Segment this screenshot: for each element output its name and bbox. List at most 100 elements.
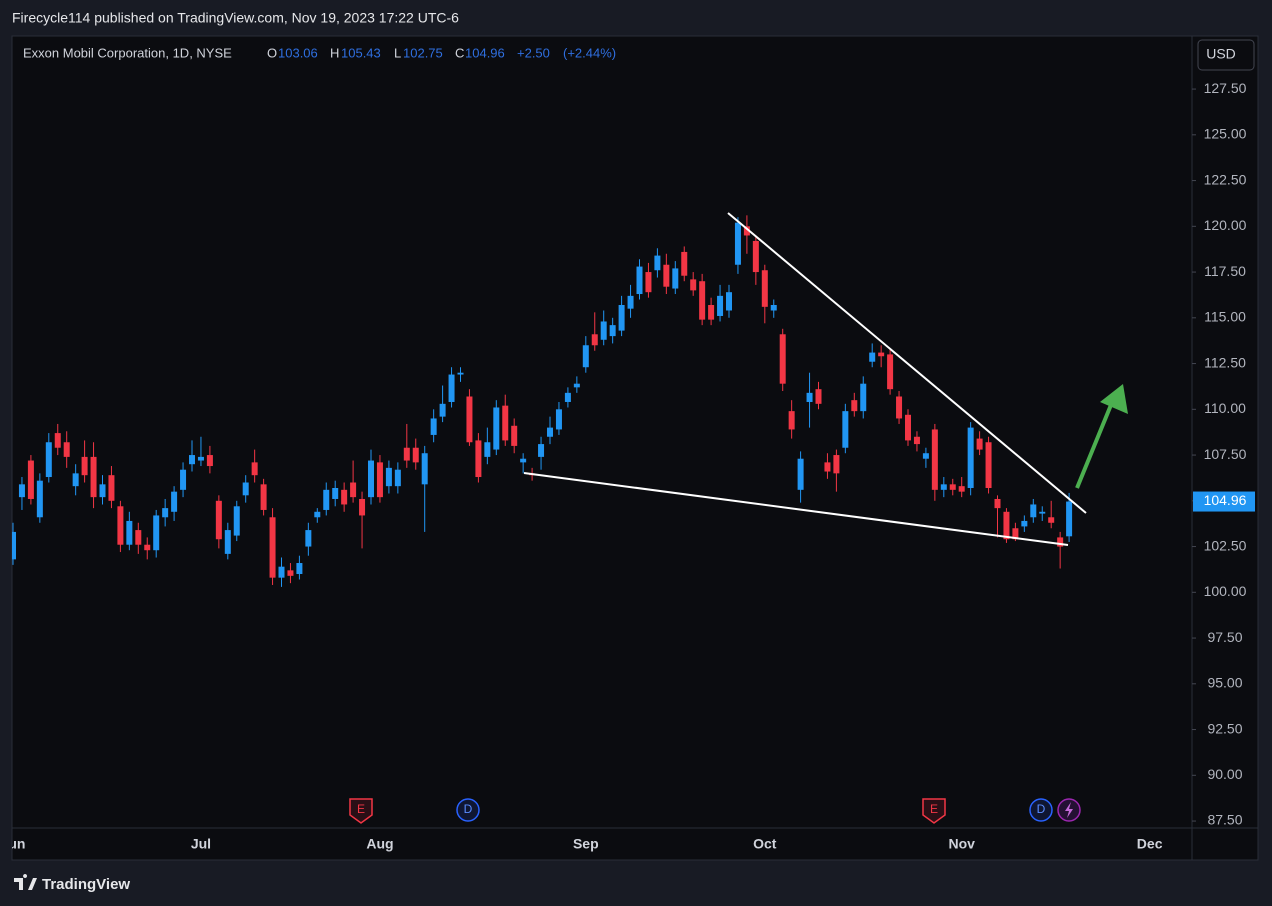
candle-body xyxy=(761,270,768,307)
y-tick-label: 120.00 xyxy=(1204,217,1247,233)
candle-body xyxy=(672,268,679,289)
x-tick-label: Jun xyxy=(1,836,26,852)
candle-body xyxy=(412,447,419,463)
legend-value: 104.96 xyxy=(465,45,505,60)
candle-body xyxy=(1057,537,1064,547)
candle-body xyxy=(797,458,804,490)
candle-body xyxy=(994,498,1001,509)
last-price-label: 104.96 xyxy=(1204,492,1247,508)
candle-body xyxy=(770,305,777,311)
event-label: D xyxy=(1037,802,1046,816)
candle-body xyxy=(976,438,983,450)
legend-value: 103.06 xyxy=(278,45,318,60)
arrow-head xyxy=(1100,384,1128,414)
trendline xyxy=(523,472,1069,546)
candle-body xyxy=(36,480,43,518)
legend-label: O xyxy=(267,45,277,60)
candle-body xyxy=(627,295,634,309)
footer: TradingView xyxy=(14,874,130,893)
legend-value: 102.75 xyxy=(403,45,443,60)
candle-body xyxy=(224,530,231,554)
y-tick-label: 102.50 xyxy=(1204,537,1247,553)
candle-body xyxy=(717,295,724,316)
symbol: Exxon Mobil Corporation, 1D, NYSE xyxy=(23,45,232,60)
x-tick-label: Aug xyxy=(366,836,393,852)
event-label: D xyxy=(464,802,473,816)
candle-body xyxy=(958,486,965,492)
candle-body xyxy=(663,264,670,287)
legend-value: 105.43 xyxy=(341,45,381,60)
candle-body xyxy=(323,489,330,510)
candle-body xyxy=(394,469,401,487)
currency-button[interactable] xyxy=(1197,39,1255,71)
candle-body xyxy=(171,491,178,512)
candle-body xyxy=(878,352,885,357)
candle-body xyxy=(869,352,876,362)
candle-body xyxy=(896,396,903,419)
legend-change: +2.50 xyxy=(517,45,550,60)
candle-body xyxy=(788,411,795,430)
candle-body xyxy=(922,453,929,459)
candle-body xyxy=(153,515,160,551)
candle-body xyxy=(538,444,545,457)
candle-body xyxy=(824,462,831,472)
candle-body xyxy=(278,566,285,578)
arrow-shaft xyxy=(1075,399,1115,489)
candle-body xyxy=(81,456,88,476)
candle-body xyxy=(591,334,598,346)
candle-body xyxy=(618,305,625,331)
candle-body xyxy=(1048,517,1055,523)
candle-body xyxy=(45,442,52,478)
candle-body xyxy=(502,405,509,441)
candle-body xyxy=(887,354,894,390)
candle-body xyxy=(251,462,258,476)
candle-body xyxy=(609,325,616,337)
candle-body xyxy=(421,453,428,485)
candle-body xyxy=(734,222,741,265)
candle-body xyxy=(350,482,357,498)
y-tick-label: 90.00 xyxy=(1207,766,1242,782)
legend-label: C xyxy=(455,45,464,60)
candle-body xyxy=(90,456,97,498)
candle-body xyxy=(645,272,652,293)
candle-body xyxy=(403,447,410,461)
drawings xyxy=(523,212,1128,546)
candle-body xyxy=(457,372,464,375)
y-tick-label: 92.50 xyxy=(1207,720,1242,736)
candle-body xyxy=(806,392,813,402)
currency[interactable]: USD xyxy=(1206,46,1236,62)
candle-body xyxy=(385,467,392,487)
candle-body xyxy=(341,489,348,505)
candle-body xyxy=(699,281,706,320)
candle-body xyxy=(690,279,697,291)
candle-body xyxy=(162,508,169,518)
candle-body xyxy=(287,570,294,576)
event-icon[interactable] xyxy=(456,798,480,822)
candle-body xyxy=(197,456,204,461)
candle-body xyxy=(851,400,858,412)
candle-body xyxy=(27,460,34,499)
candle-body xyxy=(54,433,61,448)
event-icon[interactable] xyxy=(922,798,946,824)
lightning-glyph xyxy=(1065,802,1073,818)
candle-body xyxy=(905,414,911,441)
candle-body xyxy=(359,498,366,516)
trendline xyxy=(727,212,1087,514)
candle-body xyxy=(654,255,661,271)
candle-body xyxy=(63,442,70,457)
candle-body xyxy=(815,389,822,404)
candle-body xyxy=(242,482,249,496)
candle-body xyxy=(430,418,437,435)
y-tick-label: 100.00 xyxy=(1204,583,1247,599)
candle-body xyxy=(752,240,759,273)
event-icon[interactable] xyxy=(349,798,373,824)
event-icon[interactable] xyxy=(1029,798,1053,822)
candle-body xyxy=(555,409,562,430)
last-price-box xyxy=(1193,491,1255,512)
plot-area: Jun Jul Aug Sep Oct Nov Dec xyxy=(1,215,1163,852)
x-tick-label: Oct xyxy=(753,836,777,852)
candle-body xyxy=(233,506,240,536)
candle-body xyxy=(520,458,527,463)
